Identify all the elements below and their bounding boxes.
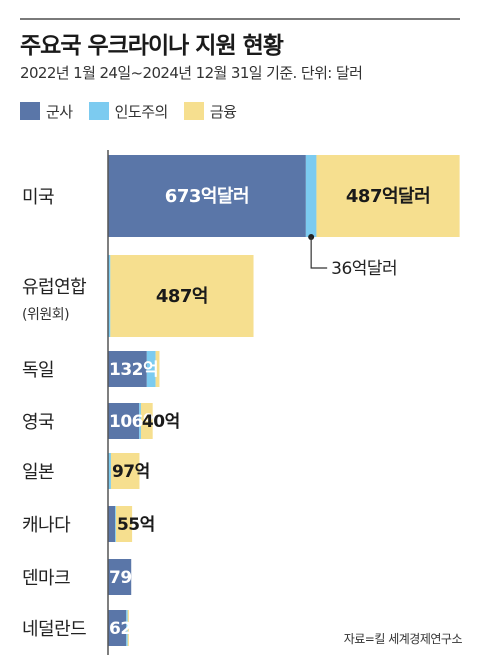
bar-military-5 (108, 506, 116, 542)
bar-financial-2 (155, 351, 160, 387)
category-label-4: 일본 (22, 462, 54, 483)
bar-humanitarian-3 (139, 403, 141, 439)
bar-financial-5 (115, 506, 133, 542)
chart-title: 주요국 우크라이나 지원 현황 (20, 33, 284, 59)
category-label-6: 덴마크 (22, 568, 70, 589)
bar-financial-7 (127, 610, 129, 646)
legend-item-financial: 금융 (183, 101, 237, 122)
legend-item-military: 군사 (20, 101, 73, 122)
category-label-7: 네덜란드 (22, 619, 86, 640)
bar-military-6 (108, 559, 132, 595)
data-label-1: 487억달러 (346, 186, 430, 207)
data-label-6: 97억 (112, 462, 150, 482)
data-label-7: 55억 (117, 515, 155, 535)
bar-financial-0 (316, 155, 460, 237)
bar-humanitarian-2 (146, 351, 156, 387)
bar-military-2 (108, 351, 147, 387)
bar-humanitarian-1 (108, 255, 111, 337)
bar-military-0 (108, 155, 306, 237)
legend-swatch-military (20, 102, 40, 120)
data-label-9: 62억 (109, 619, 147, 639)
bar-humanitarian-5 (115, 506, 116, 542)
top-rule (20, 18, 460, 20)
legend-label-humanitarian: 인도주의 (114, 102, 169, 121)
bar-humanitarian-4 (108, 453, 111, 489)
category-label-3: 영국 (22, 412, 54, 433)
data-label-5: 40억 (142, 412, 180, 432)
category-label-0: 미국 (22, 187, 54, 208)
category-label-5: 캐나다 (22, 515, 71, 536)
chart-subtitle: 2022년 1월 24일~2024년 12월 31일 기준. 단위: 달러 (20, 64, 363, 82)
legend-label-financial: 금융 (209, 102, 237, 121)
data-label-8: 79억 (109, 568, 147, 588)
legend-swatch-humanitarian (88, 102, 109, 120)
bar-financial-1 (110, 255, 254, 337)
bar-military-3 (108, 403, 140, 439)
bar-humanitarian-7 (126, 610, 128, 646)
legend: 군사 인도주의 금융 (20, 100, 252, 122)
bar-military-7 (108, 610, 127, 646)
data-label-4: 106억 (109, 412, 158, 432)
bar-humanitarian-0 (305, 155, 317, 237)
bar-financial-3 (140, 403, 153, 439)
legend-item-humanitarian: 인도주의 (88, 101, 169, 122)
callout-line (310, 237, 328, 269)
data-label-3: 132억 (109, 360, 158, 380)
source-note: 자료=킬 세계경제연구소 (343, 632, 463, 646)
bar-financial-4 (110, 453, 140, 489)
category-sublabel-1: (위원회) (22, 307, 69, 323)
callout-label: 36억달러 (331, 259, 397, 279)
category-label-1: 유럽연합 (22, 277, 86, 298)
legend-label-military: 군사 (46, 102, 73, 121)
data-label-2: 487억 (156, 286, 208, 307)
data-label-0: 673억달러 (165, 186, 249, 207)
legend-swatch-financial (183, 102, 204, 120)
category-label-2: 독일 (22, 360, 54, 381)
